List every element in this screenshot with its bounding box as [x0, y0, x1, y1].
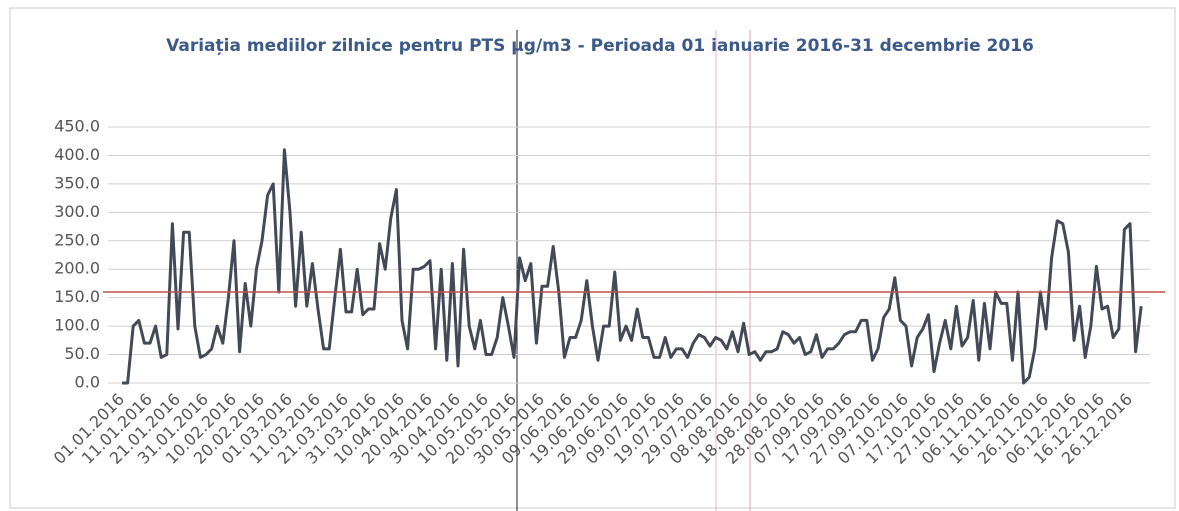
chart-frame	[9, 7, 1176, 509]
y-tick-label: 50.0	[64, 344, 100, 363]
y-tick-label: 250.0	[54, 230, 100, 249]
y-tick-label: 100.0	[54, 316, 100, 335]
y-tick-label: 0.0	[75, 373, 100, 392]
y-tick-label: 150.0	[54, 287, 100, 306]
y-tick-label: 350.0	[54, 173, 100, 192]
y-tick-label: 300.0	[54, 202, 100, 221]
y-tick-label: 450.0	[54, 117, 100, 136]
chart-title: Variația mediilor zilnice pentru PTS µg/…	[166, 36, 1034, 56]
data-line	[122, 148, 1143, 385]
y-tick-label: 400.0	[54, 145, 100, 164]
y-tick-label: 200.0	[54, 259, 100, 278]
